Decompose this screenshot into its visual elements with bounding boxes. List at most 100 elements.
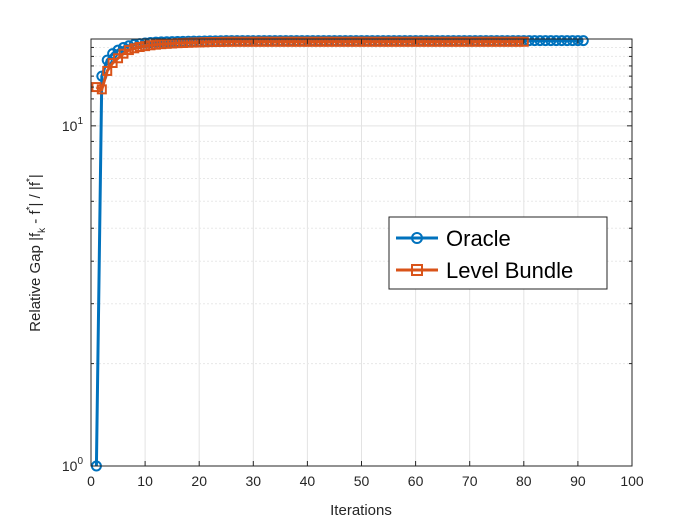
data-point-level-bundle bbox=[215, 36, 226, 47]
data-point-level-bundle bbox=[156, 39, 167, 50]
data-point-oracle bbox=[545, 35, 557, 47]
series-level-bundle bbox=[91, 36, 529, 95]
data-point-level-bundle bbox=[280, 36, 291, 47]
data-point-level-bundle bbox=[161, 38, 172, 49]
data-point-level-bundle bbox=[367, 36, 378, 47]
legend: Oracle Level Bundle bbox=[388, 216, 608, 290]
data-point-level-bundle bbox=[394, 36, 405, 47]
x-tick-label: 20 bbox=[191, 473, 207, 489]
data-point-level-bundle bbox=[448, 36, 459, 47]
y-tick-label: 101 bbox=[62, 116, 84, 134]
data-point-level-bundle bbox=[232, 36, 243, 47]
data-point-level-bundle bbox=[388, 36, 399, 47]
data-point-level-bundle bbox=[340, 36, 351, 47]
legend-oracle-label: Oracle bbox=[446, 226, 511, 251]
data-point-level-bundle bbox=[194, 37, 205, 48]
y-axis-label: Relative Gap |fk - f*| / |f*| bbox=[25, 174, 48, 332]
data-point-oracle bbox=[539, 35, 551, 47]
data-point-level-bundle bbox=[307, 36, 318, 47]
data-point-level-bundle bbox=[334, 36, 345, 47]
y-tick-labels: 100 101 bbox=[62, 116, 84, 474]
data-point-level-bundle bbox=[491, 36, 502, 47]
legend-level-bundle-marker bbox=[411, 264, 423, 276]
data-point-level-bundle bbox=[356, 36, 367, 47]
y-tick-label: 100 bbox=[62, 456, 84, 474]
legend-level-bundle-label: Level Bundle bbox=[446, 258, 573, 283]
data-point-level-bundle bbox=[480, 36, 491, 47]
data-point-level-bundle bbox=[264, 36, 275, 47]
data-point-level-bundle bbox=[453, 36, 464, 47]
data-point-level-bundle bbox=[518, 36, 529, 47]
data-point-level-bundle bbox=[145, 40, 156, 51]
x-axis-label: Iterations bbox=[330, 502, 392, 519]
data-point-level-bundle bbox=[470, 36, 481, 47]
data-point-level-bundle bbox=[242, 36, 253, 47]
x-tick-label: 40 bbox=[300, 473, 316, 489]
data-point-level-bundle bbox=[291, 36, 302, 47]
data-point-level-bundle bbox=[329, 36, 340, 47]
data-point-level-bundle bbox=[275, 36, 286, 47]
data-point-level-bundle bbox=[253, 36, 264, 47]
data-point-level-bundle bbox=[345, 36, 356, 47]
data-point-level-bundle bbox=[416, 36, 427, 47]
x-tick-label: 100 bbox=[620, 473, 644, 489]
data-point-level-bundle bbox=[221, 36, 232, 47]
series-layer bbox=[90, 35, 589, 472]
data-point-level-bundle bbox=[464, 36, 475, 47]
data-point-level-bundle bbox=[459, 36, 470, 47]
data-point-level-bundle bbox=[475, 36, 486, 47]
data-point-level-bundle bbox=[199, 37, 210, 48]
data-point-level-bundle bbox=[486, 36, 497, 47]
data-point-level-bundle bbox=[318, 36, 329, 47]
data-point-level-bundle bbox=[383, 36, 394, 47]
data-point-level-bundle bbox=[129, 43, 140, 54]
data-point-level-bundle bbox=[421, 36, 432, 47]
data-point-level-bundle bbox=[248, 36, 259, 47]
data-point-level-bundle bbox=[269, 36, 280, 47]
data-point-level-bundle bbox=[497, 36, 508, 47]
ticks bbox=[90, 38, 633, 467]
data-point-level-bundle bbox=[302, 36, 313, 47]
x-tick-label: 50 bbox=[354, 473, 370, 489]
data-point-oracle bbox=[529, 35, 541, 47]
data-point-level-bundle bbox=[361, 36, 372, 47]
legend-oracle-marker bbox=[411, 232, 423, 244]
data-point-level-bundle bbox=[507, 36, 518, 47]
data-point-level-bundle bbox=[378, 36, 389, 47]
x-tick-label: 90 bbox=[570, 473, 586, 489]
data-point-oracle bbox=[534, 35, 546, 47]
data-point-level-bundle bbox=[259, 36, 270, 47]
data-point-level-bundle bbox=[372, 36, 383, 47]
data-point-level-bundle bbox=[437, 36, 448, 47]
data-point-level-bundle bbox=[123, 45, 134, 56]
data-point-level-bundle bbox=[426, 36, 437, 47]
data-point-level-bundle bbox=[102, 65, 113, 76]
data-point-level-bundle bbox=[351, 36, 362, 47]
data-point-level-bundle bbox=[443, 36, 454, 47]
data-point-oracle bbox=[523, 35, 535, 47]
x-tick-label: 10 bbox=[137, 473, 153, 489]
data-point-level-bundle bbox=[399, 36, 410, 47]
data-point-level-bundle bbox=[513, 36, 524, 47]
data-point-oracle bbox=[566, 35, 578, 47]
data-point-level-bundle bbox=[410, 36, 421, 47]
data-point-oracle bbox=[101, 54, 113, 66]
x-tick-labels: 0 10 20 30 40 50 60 70 80 90 100 bbox=[87, 473, 644, 489]
data-point-level-bundle bbox=[296, 36, 307, 47]
data-point-oracle bbox=[572, 35, 584, 47]
data-point-level-bundle bbox=[237, 36, 248, 47]
data-point-level-bundle bbox=[286, 36, 297, 47]
x-tick-label: 30 bbox=[246, 473, 262, 489]
x-tick-label: 80 bbox=[516, 473, 532, 489]
data-point-level-bundle bbox=[313, 36, 324, 47]
data-point-level-bundle bbox=[324, 36, 335, 47]
data-point-level-bundle bbox=[96, 84, 107, 95]
x-tick-label: 70 bbox=[462, 473, 478, 489]
data-point-level-bundle bbox=[226, 36, 237, 47]
data-point-level-bundle bbox=[205, 37, 216, 48]
data-point-level-bundle bbox=[134, 42, 145, 53]
data-point-level-bundle bbox=[210, 36, 221, 47]
data-point-level-bundle bbox=[150, 39, 161, 50]
data-point-oracle bbox=[550, 35, 562, 47]
